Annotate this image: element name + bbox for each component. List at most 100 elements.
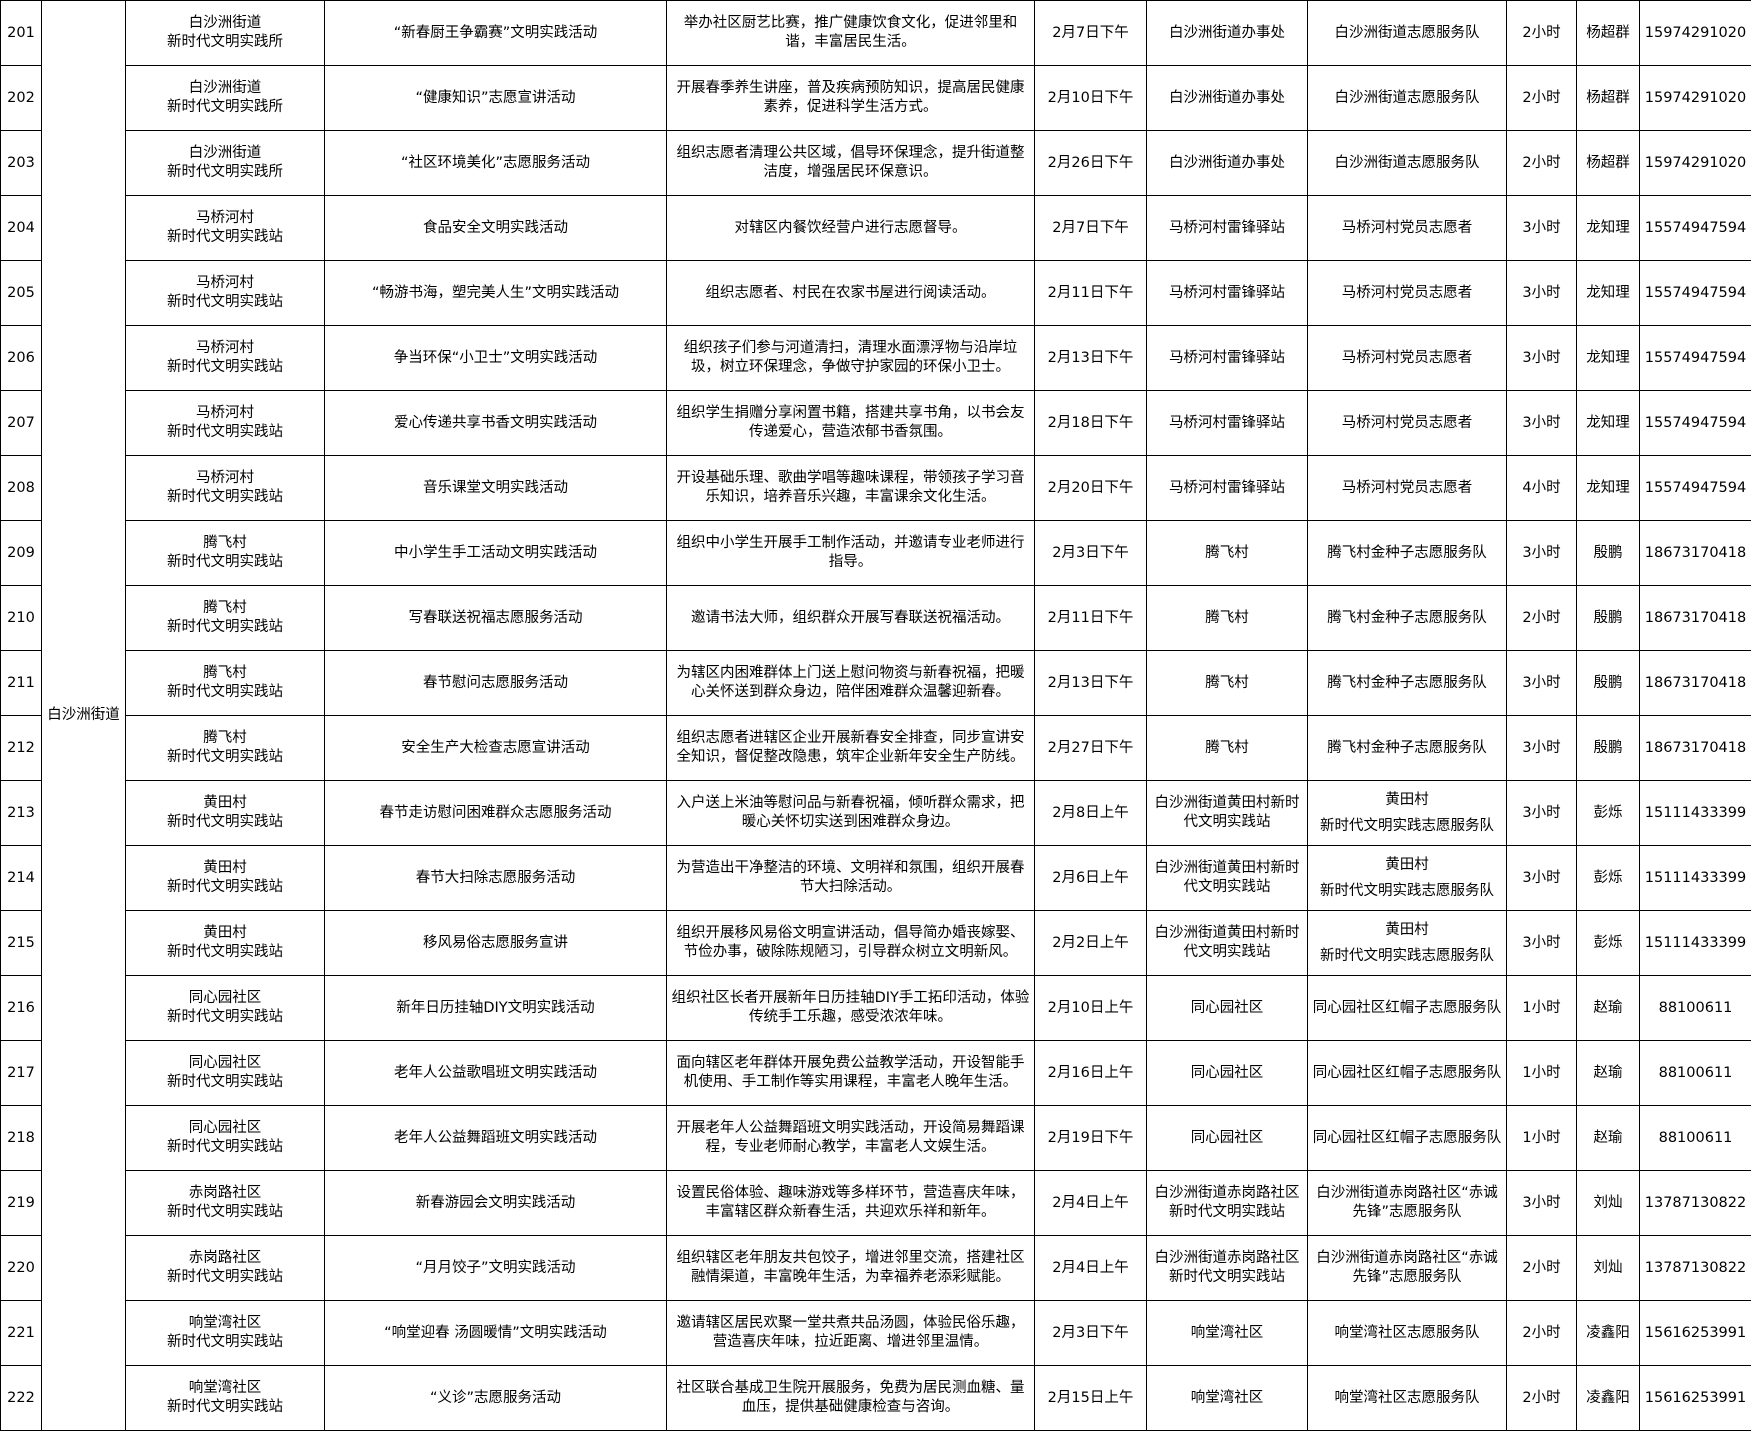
activity-name-cell: 老年人公益歌唱班文明实践活动 <box>324 1040 667 1106</box>
volunteer-team-cell: 响堂湾社区志愿服务队 <box>1307 1300 1507 1366</box>
activity-description-cell: 组织社区长者开展新年日历挂轴DIY手工拓印活动，体验传统手工乐趣，感受浓浓年味。 <box>666 975 1035 1041</box>
practice-station-cell: 同心园社区 新时代文明实践站 <box>125 1040 325 1106</box>
table-row: 216 同心园社区 新时代文明实践站 新年日历挂轴DIY文明实践活动 组织社区长者开展… <box>0 975 1751 1041</box>
table-row: 214 黄田村 新时代文明实践站 春节大扫除志愿服务活动 为营造出干净整洁的环境、文明… <box>0 845 1751 911</box>
activity-description-cell: 对辖区内餐饮经营户进行志愿督导。 <box>666 195 1035 261</box>
row-number-cell: 209 <box>0 520 42 586</box>
activity-description-cell: 邀请辖区居民欢聚一堂共煮共品汤圆，体验民俗乐趣，营造喜庆年味，拉近距离、增进邻里… <box>666 1300 1035 1366</box>
table-row: 215 黄田村 新时代文明实践站 移风易俗志愿服务宣讲 组织开展移风易俗文明宣讲活动，… <box>0 910 1751 976</box>
contact-phone-cell: 18673170418 <box>1639 585 1751 651</box>
contact-person-cell: 刘灿 <box>1576 1235 1640 1301</box>
activity-description-cell: 入户送上米油等慰问品与新春祝福，倾听群众需求，把暖心关怀切实送到困难群众身边。 <box>666 780 1035 846</box>
row-number-cell: 222 <box>0 1365 42 1431</box>
activity-location-cell: 白沙洲街道办事处 <box>1146 130 1308 196</box>
practice-station-cell: 马桥河村 新时代文明实践站 <box>125 260 325 326</box>
duration-cell: 3小时 <box>1506 390 1577 456</box>
contact-person-cell: 龙知理 <box>1576 390 1640 456</box>
row-number-cell: 202 <box>0 65 42 131</box>
row-number-cell: 210 <box>0 585 42 651</box>
practice-station-cell: 黄田村 新时代文明实践站 <box>125 845 325 911</box>
activity-name-cell: “社区环境美化”志愿服务活动 <box>324 130 667 196</box>
row-number-cell: 206 <box>0 325 42 391</box>
table-row: 205 马桥河村 新时代文明实践站 “畅游书海，塑完美人生”文明实践活动 组织志愿者、… <box>0 260 1751 326</box>
activity-description-cell: 举办社区厨艺比赛，推广健康饮食文化，促进邻里和谐，丰富居民生活。 <box>666 0 1035 66</box>
contact-person-cell: 凌鑫阳 <box>1576 1365 1640 1431</box>
activity-name-cell: 食品安全文明实践活动 <box>324 195 667 261</box>
activity-name-cell: “月月饺子”文明实践活动 <box>324 1235 667 1301</box>
activity-name-cell: 写春联送祝福志愿服务活动 <box>324 585 667 651</box>
volunteer-team-cell: 马桥河村党员志愿者 <box>1307 260 1507 326</box>
contact-phone-cell: 15974291020 <box>1639 0 1751 66</box>
activity-name-cell: 音乐课堂文明实践活动 <box>324 455 667 521</box>
activity-description-cell: 设置民俗体验、趣味游戏等多样环节，营造喜庆年味，丰富辖区群众新春生活，共迎欢乐祥… <box>666 1170 1035 1236</box>
duration-cell: 2小时 <box>1506 585 1577 651</box>
volunteer-team-cell: 同心园社区红帽子志愿服务队 <box>1307 975 1507 1041</box>
duration-cell: 3小时 <box>1506 910 1577 976</box>
row-number-cell: 221 <box>0 1300 42 1366</box>
activity-location-cell: 马桥河村雷锋驿站 <box>1146 390 1308 456</box>
activity-description-cell: 组织开展移风易俗文明宣讲活动，倡导简办婚丧嫁娶、节俭办事，破除陈规陋习，引导群众… <box>666 910 1035 976</box>
table-row: 220 赤岗路社区 新时代文明实践站 “月月饺子”文明实践活动 组织辖区老年朋友共包饺… <box>0 1235 1751 1301</box>
row-number-cell: 213 <box>0 780 42 846</box>
activity-date-cell: 2月11日下午 <box>1034 585 1147 651</box>
activity-location-cell: 响堂湾社区 <box>1146 1365 1308 1431</box>
volunteer-team-cell: 黄田村 新时代文明实践志愿服务队 <box>1307 910 1507 976</box>
contact-person-cell: 杨超群 <box>1576 65 1640 131</box>
activity-name-cell: 新年日历挂轴DIY文明实践活动 <box>324 975 667 1041</box>
activity-name-cell: 老年人公益舞蹈班文明实践活动 <box>324 1105 667 1171</box>
activity-location-cell: 同心园社区 <box>1146 975 1308 1041</box>
contact-phone-cell: 88100611 <box>1639 1105 1751 1171</box>
practice-station-cell: 白沙洲街道 新时代文明实践所 <box>125 0 325 66</box>
volunteer-team-cell: 白沙洲街道赤岗路社区“赤诚先锋”志愿服务队 <box>1307 1235 1507 1301</box>
activity-name-cell: “畅游书海，塑完美人生”文明实践活动 <box>324 260 667 326</box>
activity-name-cell: 争当环保“小卫士”文明实践活动 <box>324 325 667 391</box>
activity-date-cell: 2月27日下午 <box>1034 715 1147 781</box>
activity-date-cell: 2月4日上午 <box>1034 1170 1147 1236</box>
practice-station-cell: 响堂湾社区 新时代文明实践站 <box>125 1300 325 1366</box>
contact-person-cell: 杨超群 <box>1576 130 1640 196</box>
contact-person-cell: 彭烁 <box>1576 910 1640 976</box>
activity-name-cell: “义诊”志愿服务活动 <box>324 1365 667 1431</box>
activity-name-cell: 春节慰问志愿服务活动 <box>324 650 667 716</box>
practice-station-cell: 腾飞村 新时代文明实践站 <box>125 650 325 716</box>
contact-phone-cell: 15574947594 <box>1639 325 1751 391</box>
activity-name-cell: 移风易俗志愿服务宣讲 <box>324 910 667 976</box>
activity-location-cell: 白沙洲街道办事处 <box>1146 0 1308 66</box>
activity-location-cell: 白沙洲街道办事处 <box>1146 65 1308 131</box>
table-row: 218 同心园社区 新时代文明实践站 老年人公益舞蹈班文明实践活动 开展老年人公益舞蹈… <box>0 1105 1751 1171</box>
row-number-cell: 217 <box>0 1040 42 1106</box>
activity-date-cell: 2月13日下午 <box>1034 650 1147 716</box>
contact-phone-cell: 15974291020 <box>1639 130 1751 196</box>
activity-date-cell: 2月6日上午 <box>1034 845 1147 911</box>
activity-date-cell: 2月2日上午 <box>1034 910 1147 976</box>
activity-date-cell: 2月10日下午 <box>1034 65 1147 131</box>
duration-cell: 2小时 <box>1506 1365 1577 1431</box>
contact-phone-cell: 15574947594 <box>1639 455 1751 521</box>
contact-phone-cell: 15111433399 <box>1639 780 1751 846</box>
volunteer-team-cell: 马桥河村党员志愿者 <box>1307 390 1507 456</box>
activity-date-cell: 2月13日下午 <box>1034 325 1147 391</box>
activity-date-cell: 2月3日下午 <box>1034 1300 1147 1366</box>
practice-station-cell: 马桥河村 新时代文明实践站 <box>125 390 325 456</box>
volunteer-team-cell: 腾飞村金种子志愿服务队 <box>1307 715 1507 781</box>
activity-description-cell: 开展春季养生讲座，普及疾病预防知识，提高居民健康素养，促进科学生活方式。 <box>666 65 1035 131</box>
activity-location-cell: 白沙洲街道赤岗路社区新时代文明实践站 <box>1146 1235 1308 1301</box>
row-number-cell: 219 <box>0 1170 42 1236</box>
activity-date-cell: 2月26日下午 <box>1034 130 1147 196</box>
duration-cell: 2小时 <box>1506 1235 1577 1301</box>
contact-phone-cell: 18673170418 <box>1639 650 1751 716</box>
activity-date-cell: 2月10日上午 <box>1034 975 1147 1041</box>
activity-name-cell: 春节大扫除志愿服务活动 <box>324 845 667 911</box>
activity-date-cell: 2月8日上午 <box>1034 780 1147 846</box>
practice-station-cell: 腾飞村 新时代文明实践站 <box>125 585 325 651</box>
activity-name-cell: “响堂迎春 汤圆暖情”文明实践活动 <box>324 1300 667 1366</box>
row-number-cell: 203 <box>0 130 42 196</box>
activity-description-cell: 组织志愿者、村民在农家书屋进行阅读活动。 <box>666 260 1035 326</box>
contact-person-cell: 赵瑜 <box>1576 975 1640 1041</box>
table-row: 202 白沙洲街道 新时代文明实践所 “健康知识”志愿宣讲活动 开展春季养生讲座，普及… <box>0 65 1751 131</box>
duration-cell: 1小时 <box>1506 1105 1577 1171</box>
table-row: 211 腾飞村 新时代文明实践站 春节慰问志愿服务活动 为辖区内困难群体上门送上慰问物… <box>0 650 1751 716</box>
activity-location-cell: 腾飞村 <box>1146 520 1308 586</box>
row-number-cell: 208 <box>0 455 42 521</box>
